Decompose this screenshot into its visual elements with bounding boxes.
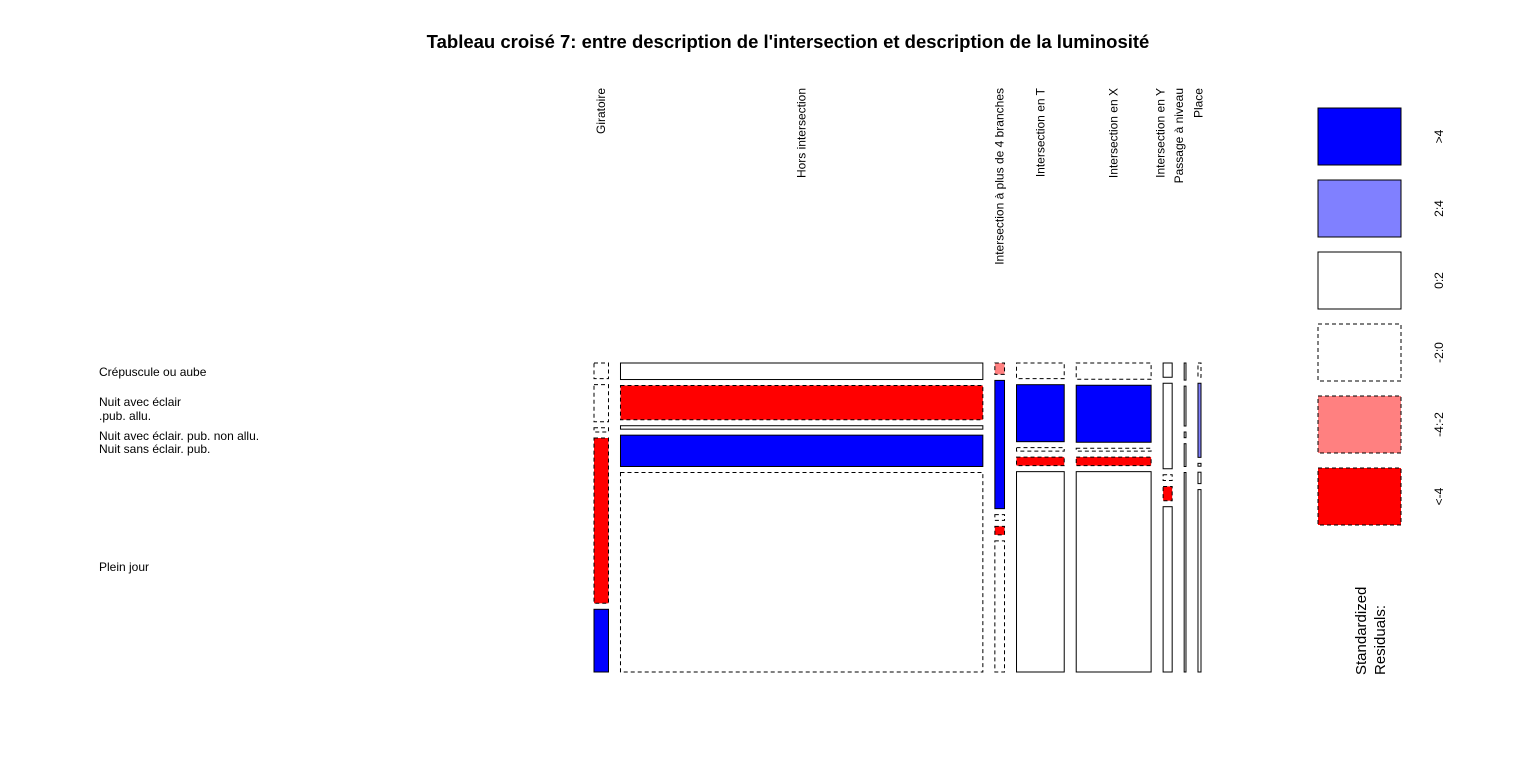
legend-swatch	[1317, 323, 1402, 382]
column-label: Hors intersection	[795, 88, 809, 178]
column-label: Passage à niveau	[1172, 88, 1186, 183]
legend-label: 0:2	[1432, 272, 1446, 289]
mosaic-cell	[593, 437, 609, 604]
mosaic-cell	[1016, 456, 1065, 467]
row-label: Nuit avec éclair. pub. non allu.	[99, 429, 259, 443]
column-label: Giratoire	[594, 88, 608, 134]
row-label: Nuit sans éclair. pub.	[99, 442, 210, 456]
mosaic-cell	[619, 434, 984, 467]
mosaic-cell	[1016, 362, 1065, 380]
column-label: Intersection en Y	[1154, 88, 1168, 178]
legend-label: -4:-2	[1432, 412, 1446, 437]
mosaic-cell	[1197, 382, 1202, 458]
column-label: Intersection en T	[1033, 87, 1047, 177]
legend-swatch	[1317, 251, 1402, 310]
mosaic-cell	[593, 384, 609, 423]
mosaic-cell	[1016, 471, 1065, 673]
mosaic-cell	[1183, 385, 1187, 427]
legend-title: Standardized	[1353, 587, 1370, 675]
mosaic-cell	[1183, 472, 1187, 673]
row-label: Nuit avec éclair	[99, 395, 181, 409]
mosaic-cell	[1075, 362, 1152, 380]
mosaic-cell	[619, 472, 984, 673]
legend-swatch	[1317, 179, 1402, 238]
legend-swatch	[1317, 395, 1402, 454]
row-label: .pub. allu.	[99, 409, 151, 423]
mosaic-cell	[994, 540, 1006, 673]
column-label: Intersection à plus de 4 branches	[993, 88, 1007, 265]
mosaic-cell	[1197, 489, 1202, 673]
column-label: Place	[1192, 88, 1206, 118]
mosaic-cell	[994, 379, 1006, 510]
mosaic-cell	[1075, 384, 1152, 443]
legend-label: -2:0	[1432, 342, 1446, 363]
mosaic-cell	[1075, 456, 1152, 467]
mosaic-cell	[619, 362, 984, 381]
legend-title: Residuals:	[1372, 605, 1389, 675]
chart-title: Tableau croisé 7: entre description de l…	[427, 31, 1150, 52]
legend-swatch	[1317, 107, 1402, 166]
mosaic-cell	[619, 425, 984, 430]
legend: >4 2:4 0:2 -2:0 -4:-2 <-4 Standardized Residual…	[1317, 107, 1446, 675]
mosaic-cell	[1075, 471, 1152, 673]
mosaic-cell	[1075, 447, 1152, 452]
mosaic-cell	[1197, 471, 1202, 485]
legend-label: >4	[1432, 129, 1446, 143]
mosaic-cell	[1162, 485, 1173, 502]
mosaic-cell	[1162, 506, 1173, 673]
mosaic-cell	[1197, 462, 1202, 467]
mosaic-cell	[593, 608, 609, 673]
legend-label: <-4	[1432, 487, 1446, 505]
mosaic-cell	[1162, 474, 1173, 481]
mosaic-cell	[1162, 362, 1173, 378]
legend-label: 2:4	[1432, 200, 1446, 217]
mosaic-cell	[1162, 382, 1173, 470]
column-label: Intersection en X	[1107, 88, 1121, 178]
mosaic-cell	[1183, 362, 1187, 381]
column-labels: Giratoire Hors intersection Intersection à…	[594, 87, 1205, 264]
mosaic-cell	[1197, 362, 1202, 378]
mosaic-cell	[1183, 443, 1187, 468]
mosaic-cell	[1016, 447, 1065, 452]
row-label: Plein jour	[99, 560, 149, 574]
mosaic-cell	[1183, 431, 1187, 439]
row-labels: Crépuscule ou aube Nuit avec éclair.pub. …	[99, 365, 259, 574]
mosaic-cell	[593, 427, 609, 433]
legend-swatch	[1317, 467, 1402, 526]
mosaic-cell	[593, 362, 609, 380]
mosaic-cells	[593, 362, 1202, 673]
mosaic-cell	[619, 385, 984, 421]
mosaic-cell	[994, 514, 1006, 521]
mosaic-cell	[1016, 384, 1065, 443]
mosaic-cell	[994, 525, 1006, 536]
mosaic-cell	[994, 362, 1006, 375]
row-label: Crépuscule ou aube	[99, 365, 207, 379]
